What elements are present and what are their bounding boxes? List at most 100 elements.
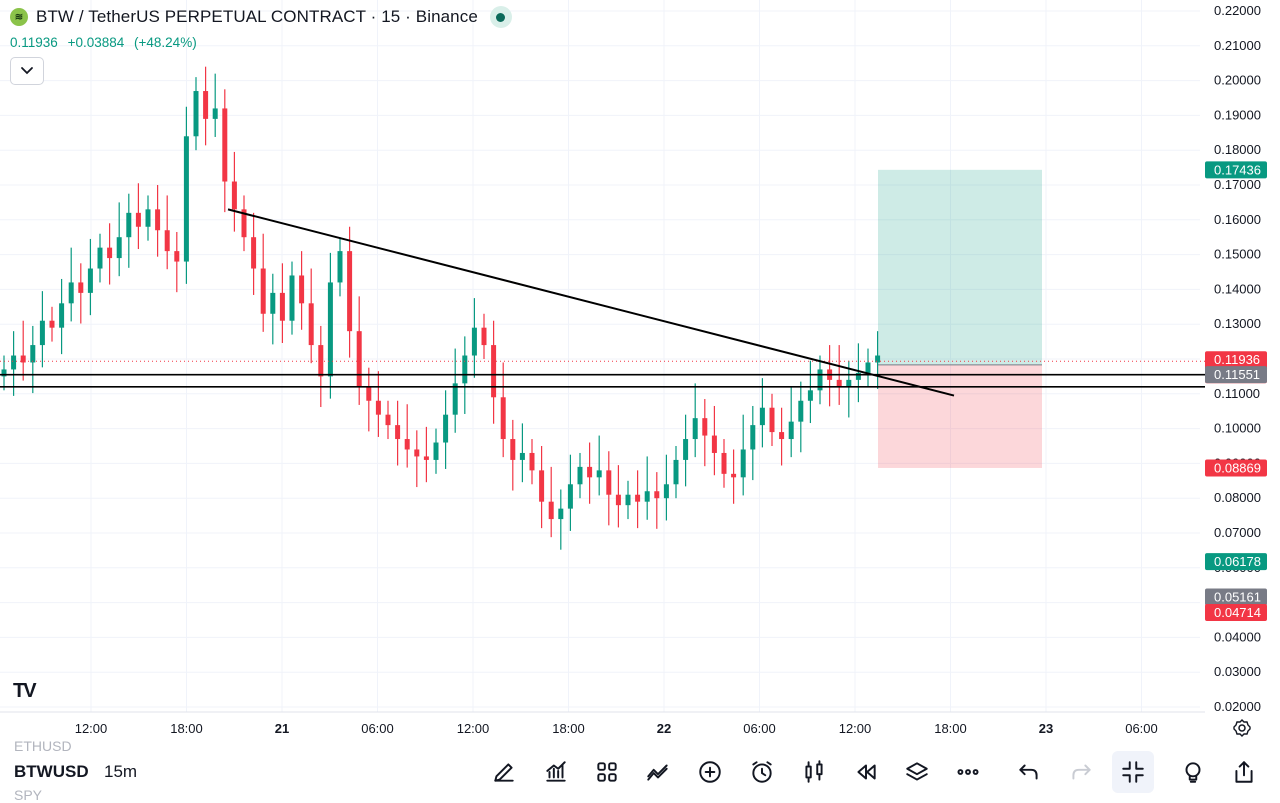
layout-grid-icon	[597, 762, 617, 782]
symbol-list-next[interactable]: SPY	[14, 787, 43, 803]
candle-body	[510, 439, 516, 460]
candle-body	[251, 237, 257, 269]
y-tick-label: 0.21000	[1214, 38, 1261, 53]
price-label-target	[1205, 161, 1267, 179]
position-target-zone	[878, 169, 1042, 365]
symbol-switcher[interactable]: BTWUSD	[14, 762, 89, 781]
candle-body	[347, 251, 353, 332]
candle-body	[452, 383, 458, 415]
price-label-text: 0.17436	[1214, 162, 1261, 177]
candle-body	[519, 452, 525, 460]
candle-body	[779, 432, 785, 440]
position-stop-zone	[878, 364, 1042, 468]
candle-body	[20, 355, 26, 363]
candle-body	[279, 292, 285, 321]
y-tick-label: 0.22000	[1214, 3, 1261, 18]
candle-body	[145, 209, 151, 227]
candle-type-button[interactable]	[799, 757, 829, 787]
y-tick-label: 0.14000	[1214, 281, 1261, 296]
candle-body	[404, 439, 410, 450]
candle-body	[337, 251, 343, 283]
candle-body	[174, 251, 180, 262]
candle-body	[654, 491, 660, 499]
draw-button[interactable]	[489, 757, 519, 787]
candle-body	[183, 136, 189, 262]
candle-body	[731, 473, 737, 478]
candle-body	[366, 386, 372, 401]
candle-body	[539, 470, 545, 502]
symbol-list-prev[interactable]: ETHUSD	[14, 738, 72, 754]
candle-body	[865, 362, 871, 373]
candle-body	[49, 320, 55, 328]
share-button[interactable]	[1229, 757, 1259, 787]
price-change-percent: (+48.24%)	[134, 35, 197, 50]
x-tick-label: 12:00	[457, 721, 490, 736]
ideas-button[interactable]	[1178, 757, 1208, 787]
price-label-text: 0.06178	[1214, 554, 1261, 569]
last-price: 0.11936	[10, 35, 58, 50]
candle-body	[692, 418, 698, 440]
candle-body	[596, 470, 602, 478]
candle-body	[68, 282, 74, 304]
candle-body	[59, 303, 65, 328]
chart-settings-icon[interactable]	[1232, 718, 1252, 738]
pen-icon	[494, 763, 514, 782]
collapse-legend-button[interactable]	[10, 57, 44, 85]
candle-body	[788, 421, 794, 440]
add-button[interactable]	[695, 757, 725, 787]
x-tick-label: 06:00	[743, 721, 776, 736]
alert-button[interactable]	[747, 757, 777, 787]
exit-fullscreen-button[interactable]	[1112, 751, 1154, 793]
x-tick-label: 18:00	[552, 721, 585, 736]
candle-body	[491, 345, 497, 398]
candle-body	[807, 390, 813, 401]
price-change: +0.03884	[67, 35, 125, 50]
candle-body	[212, 108, 218, 119]
ideas-icon	[1185, 762, 1201, 783]
x-tick-label: 18:00	[934, 721, 967, 736]
candle-body	[740, 449, 746, 478]
timeframe-selector[interactable]: 15m	[104, 762, 138, 781]
alert-icon	[752, 761, 772, 783]
indicators-button[interactable]	[541, 757, 571, 787]
candle-body	[164, 230, 170, 252]
y-tick-label: 0.15000	[1214, 247, 1261, 262]
candle-type-icon	[805, 760, 823, 783]
candle-body	[702, 418, 708, 436]
layers-button[interactable]	[902, 757, 932, 787]
y-tick-label: 0.04000	[1214, 629, 1261, 644]
more-button[interactable]	[953, 757, 983, 787]
candle-body	[231, 181, 237, 210]
compare-button[interactable]	[643, 757, 673, 787]
y-tick-label: 0.08000	[1214, 490, 1261, 505]
replay-button[interactable]	[851, 757, 881, 787]
candle-body	[721, 452, 727, 474]
candle-body	[155, 209, 161, 231]
candle-body	[126, 212, 132, 238]
x-tick-label: 18:00	[170, 721, 203, 736]
candle-body	[587, 466, 593, 478]
candle-body	[711, 435, 717, 453]
undo-button[interactable]	[1014, 757, 1044, 787]
layout-button[interactable]	[592, 757, 622, 787]
candle-body	[577, 466, 583, 485]
redo-button[interactable]	[1066, 757, 1096, 787]
share-icon	[1235, 761, 1253, 783]
candle-body	[116, 237, 122, 259]
market-status-icon[interactable]	[489, 6, 512, 28]
candle-body	[39, 320, 45, 346]
y-tick-label: 0.20000	[1214, 73, 1261, 88]
price-label-text: 0.04714	[1214, 605, 1261, 620]
x-tick-label: 22	[657, 721, 671, 736]
candle-body	[78, 282, 84, 293]
candle-body	[558, 508, 564, 520]
candle-body	[30, 345, 36, 363]
x-tick-label: 21	[275, 721, 289, 736]
price-change-row: 0.11936 +0.03884 (+48.24%)	[10, 35, 203, 50]
candle-body	[107, 247, 113, 259]
replay-icon	[857, 764, 876, 780]
symbol-title[interactable]: BTW / TetherUS PERPETUAL CONTRACT · 15 ·…	[36, 7, 478, 26]
more-icon	[957, 769, 979, 775]
candle-body	[97, 247, 103, 269]
